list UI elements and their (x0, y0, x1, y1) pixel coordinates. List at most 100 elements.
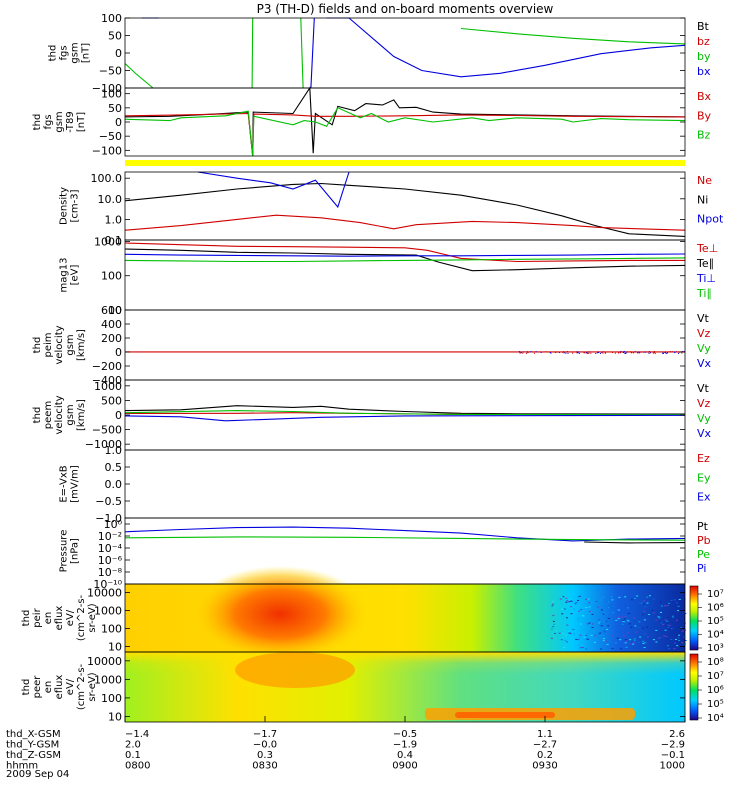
spectrogram-pixel (667, 622, 669, 623)
ylabel-line: peem (43, 401, 54, 429)
spectrogram-pixel (621, 617, 623, 618)
spectrogram-pixel (598, 619, 600, 620)
spectrogram-pixel (584, 637, 586, 638)
ylabel-line: (cm^2-s- (76, 663, 87, 710)
ylabel-line: (cm^2-s- (76, 594, 87, 641)
spectrogram-pixel (563, 647, 565, 648)
spectrogram-pixel (573, 633, 575, 634)
data-point (586, 353, 587, 354)
data-point (555, 352, 556, 353)
data-point (531, 351, 532, 352)
series-line-Bx (125, 114, 685, 157)
series-line-Ni (125, 184, 685, 237)
spectrogram-pixel (574, 603, 576, 604)
ylabel-line: eflux (54, 675, 65, 700)
xaxis-value: 0900 (392, 761, 417, 772)
spectrogram-pixel (585, 649, 587, 650)
data-point (674, 352, 675, 353)
xaxis-row-label: thd_X-GSM (6, 729, 61, 740)
data-point (633, 352, 634, 353)
panel-frame-density (125, 172, 685, 240)
colorbar-label: 10³ (707, 643, 724, 654)
spectrogram-pixel (590, 630, 592, 631)
ytick-label: 10 (108, 641, 122, 654)
legend-Ey: Ey (697, 471, 711, 484)
ylabel-line: gsm (65, 334, 76, 355)
spectrogram-pixel (592, 614, 594, 615)
data-point (568, 353, 569, 354)
spectrogram-pixel (646, 597, 648, 598)
ylabel-line: thd (21, 679, 32, 696)
data-point (667, 352, 668, 353)
spectrogram-pixel (551, 605, 553, 606)
spectrogram-pixel (588, 645, 590, 646)
spectrogram-pixel (604, 613, 606, 614)
spectrogram-pixel (591, 635, 593, 636)
series-line-Ne (125, 215, 685, 230)
spectrogram-pixel (568, 601, 570, 602)
legend-by: by (697, 50, 711, 63)
spectrogram-pixel (620, 648, 622, 649)
spectrogram-pixel (564, 640, 566, 641)
spectrogram-pixel (588, 602, 590, 603)
spectrogram-pixel (618, 618, 620, 619)
spectrogram-pixel (661, 606, 663, 607)
spectrogram-pixel (676, 620, 678, 621)
data-point (564, 352, 565, 353)
data-point (528, 352, 529, 353)
spectrogram-pixel (565, 602, 567, 603)
xaxis-value: −1.4 (125, 729, 149, 740)
ytick-label: 0.5 (105, 461, 123, 474)
spectrogram-pixel (577, 618, 579, 619)
data-point (655, 353, 656, 354)
colorbar-label: 10⁵ (707, 616, 724, 627)
spectrogram-pixel (678, 637, 680, 638)
ylabel-line: [nT] (81, 43, 92, 63)
xaxis-value: −2.9 (661, 740, 685, 751)
spectrogram-pixel (665, 630, 667, 631)
spectrogram-pixel (589, 606, 591, 607)
data-point (648, 353, 649, 354)
ylabel-line: en (43, 612, 54, 625)
data-point (584, 352, 585, 353)
spectrogram-pixel (658, 638, 660, 639)
ytick-label: 10000 (87, 655, 122, 668)
data-point (526, 353, 527, 354)
spectrogram-pixel (681, 642, 683, 643)
data-point (620, 352, 621, 353)
ylabel-line: thd (32, 407, 43, 424)
spectrogram-pixel (618, 610, 620, 611)
data-point (545, 351, 546, 352)
data-point (654, 352, 655, 353)
spectrogram-pixel (617, 617, 619, 618)
spectrogram-pixel (612, 635, 614, 636)
xaxis-value: −1.7 (253, 729, 277, 740)
spectrogram-pixel (569, 600, 571, 601)
xaxis-value: −1.9 (393, 740, 417, 751)
data-point (638, 352, 639, 353)
spectrogram-pixel (627, 632, 629, 633)
data-point (597, 352, 598, 353)
data-point (637, 352, 638, 353)
spectrogram-pixel (678, 606, 680, 607)
spectrogram-pixel (660, 612, 662, 613)
colorbar-label: 10⁴ (707, 713, 724, 724)
spectrogram-pixel (580, 647, 582, 648)
spectrogram-pixel (643, 611, 645, 612)
spectrogram-pixel (588, 599, 590, 600)
spectrogram-pixel (624, 635, 626, 636)
spectrogram-pixel (682, 631, 684, 632)
spectrogram-pixel (553, 621, 555, 622)
panel-frame-efield (125, 450, 685, 518)
spectrogram-pixel (634, 640, 636, 641)
spectrogram-pixel (597, 607, 599, 608)
spectrogram-peer-hotspot (235, 652, 355, 688)
ylabel-line: fgs (43, 114, 54, 129)
ylabel-line: [mV/m] (70, 465, 81, 503)
data-point (605, 353, 606, 354)
spectrogram-pixel (677, 626, 679, 627)
spectrogram-pixel (589, 611, 591, 612)
spectrogram-pixel (633, 618, 635, 619)
ytick-label: 100 (101, 692, 122, 705)
